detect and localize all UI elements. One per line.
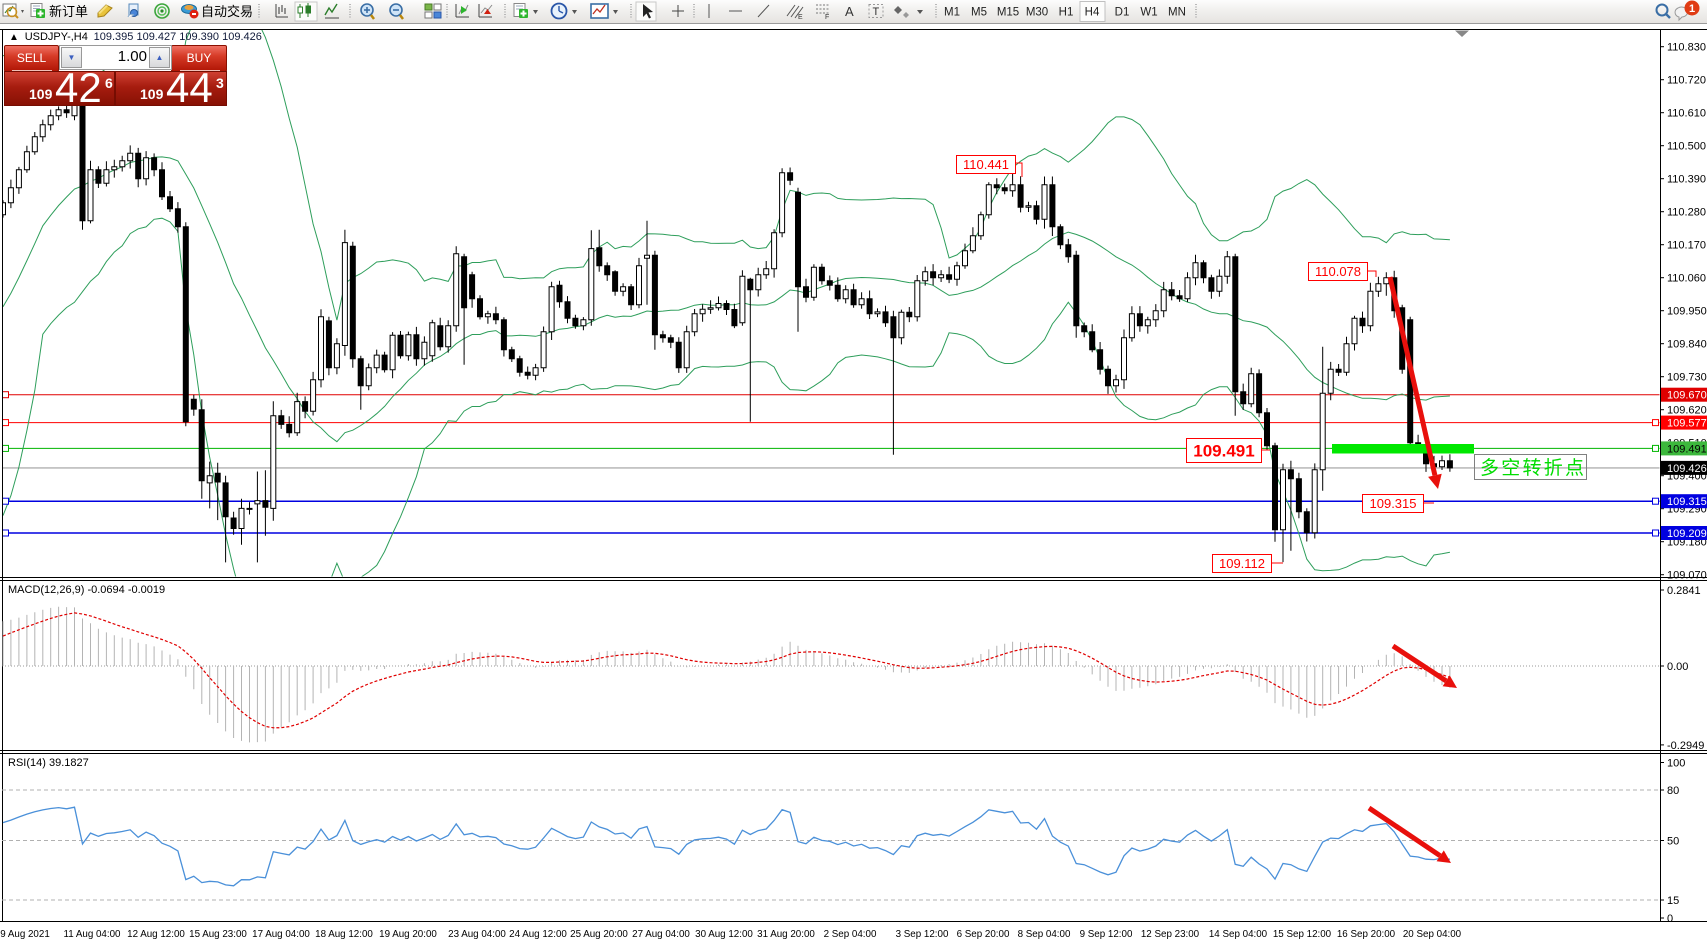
svg-text:MACD(12,26,9) -0.0694 -0.0019: MACD(12,26,9) -0.0694 -0.0019 (8, 584, 165, 596)
svg-text:▲ USDJPY-,H4 109.395 109.427 1: ▲ USDJPY-,H4 109.395 109.427 109.390 109… (9, 31, 262, 43)
svg-text:100: 100 (1667, 758, 1685, 770)
svg-text:50: 50 (1667, 836, 1679, 848)
svg-text:15: 15 (1667, 895, 1679, 907)
svg-text:109.840: 109.840 (1667, 339, 1707, 351)
svg-text:2 Sep 04:00: 2 Sep 04:00 (824, 929, 877, 940)
svg-text:自动交易: 自动交易 (201, 4, 253, 19)
svg-text:8 Sep 04:00: 8 Sep 04:00 (1018, 929, 1071, 940)
svg-text:W1: W1 (1140, 7, 1157, 19)
svg-text:12 Sep 23:00: 12 Sep 23:00 (1141, 929, 1200, 940)
svg-text:30 Aug 12:00: 30 Aug 12:00 (695, 929, 753, 940)
svg-text:多空转折点: 多空转折点 (1480, 457, 1584, 479)
svg-text:109.112: 109.112 (1219, 556, 1265, 571)
svg-text:110.830: 110.830 (1667, 42, 1706, 54)
svg-text:23 Aug 04:00: 23 Aug 04:00 (448, 929, 506, 940)
svg-text:D1: D1 (1115, 7, 1130, 19)
svg-text:109.070: 109.070 (1667, 570, 1707, 582)
svg-text:109.950: 109.950 (1667, 306, 1707, 318)
svg-text:A: A (845, 4, 854, 19)
svg-text:17 Aug 04:00: 17 Aug 04:00 (252, 929, 310, 940)
svg-text:M5: M5 (971, 7, 987, 19)
svg-text:110.500: 110.500 (1667, 141, 1706, 153)
svg-text:T: T (873, 6, 880, 18)
svg-text:25 Aug 20:00: 25 Aug 20:00 (570, 929, 628, 940)
svg-text:-0.2949: -0.2949 (1667, 740, 1704, 752)
svg-text:15 Aug 23:00: 15 Aug 23:00 (189, 929, 247, 940)
svg-text:9 Sep 12:00: 9 Sep 12:00 (1080, 929, 1133, 940)
svg-text:18 Aug 12:00: 18 Aug 12:00 (315, 929, 373, 940)
svg-text:27 Aug 04:00: 27 Aug 04:00 (632, 929, 690, 940)
svg-text:110.441: 110.441 (963, 157, 1009, 172)
svg-text:19 Aug 20:00: 19 Aug 20:00 (379, 929, 437, 940)
svg-text:H1: H1 (1059, 7, 1074, 19)
svg-text:109.620: 109.620 (1667, 405, 1707, 417)
svg-text:12 Aug 12:00: 12 Aug 12:00 (127, 929, 185, 940)
svg-text:109.315: 109.315 (1667, 496, 1707, 508)
svg-text:M1: M1 (944, 7, 960, 19)
svg-text:110.280: 110.280 (1667, 207, 1706, 219)
svg-text:110.390: 110.390 (1667, 174, 1706, 186)
svg-text:110.170: 110.170 (1667, 240, 1706, 252)
svg-text:109.491: 109.491 (1193, 442, 1254, 461)
svg-text:110.078: 110.078 (1315, 264, 1361, 279)
svg-text:110.610: 110.610 (1667, 108, 1706, 120)
svg-text:3 Sep 12:00: 3 Sep 12:00 (896, 929, 949, 940)
svg-text:109.209: 109.209 (1667, 528, 1707, 540)
svg-text:M30: M30 (1026, 7, 1048, 19)
svg-text:109.491: 109.491 (1667, 443, 1707, 455)
svg-text:109.315: 109.315 (1370, 496, 1417, 511)
svg-text:20 Sep 04:00: 20 Sep 04:00 (1403, 929, 1462, 940)
svg-text:15 Sep 12:00: 15 Sep 12:00 (1273, 929, 1332, 940)
svg-text:110.060: 110.060 (1667, 273, 1706, 285)
svg-text:109.577: 109.577 (1667, 418, 1707, 430)
svg-text:F: F (825, 14, 829, 21)
svg-text:11 Aug 04:00: 11 Aug 04:00 (63, 929, 121, 940)
svg-text:0: 0 (1667, 913, 1673, 925)
svg-text:109.670: 109.670 (1667, 390, 1707, 402)
svg-text:6 Sep 20:00: 6 Sep 20:00 (957, 929, 1010, 940)
svg-text:14 Sep 04:00: 14 Sep 04:00 (1209, 929, 1268, 940)
svg-text:16 Sep 20:00: 16 Sep 20:00 (1337, 929, 1396, 940)
svg-text:0.00: 0.00 (1667, 661, 1688, 673)
svg-text:0.2841: 0.2841 (1667, 585, 1701, 597)
svg-text:80: 80 (1667, 785, 1679, 797)
svg-text:新订单: 新订单 (49, 4, 88, 19)
svg-text:MN: MN (1168, 7, 1186, 19)
svg-text:9 Aug 2021: 9 Aug 2021 (0, 929, 50, 940)
svg-text:1: 1 (1689, 3, 1695, 15)
svg-text:109.730: 109.730 (1667, 372, 1707, 384)
svg-text:24 Aug 12:00: 24 Aug 12:00 (509, 929, 567, 940)
svg-text:E: E (798, 14, 803, 21)
svg-text:M15: M15 (997, 7, 1019, 19)
svg-text:31 Aug 20:00: 31 Aug 20:00 (757, 929, 815, 940)
svg-text:H4: H4 (1085, 7, 1100, 19)
svg-text:109.426: 109.426 (1667, 463, 1707, 475)
svg-text:110.720: 110.720 (1667, 75, 1706, 87)
svg-text:RSI(14) 39.1827: RSI(14) 39.1827 (8, 757, 89, 769)
